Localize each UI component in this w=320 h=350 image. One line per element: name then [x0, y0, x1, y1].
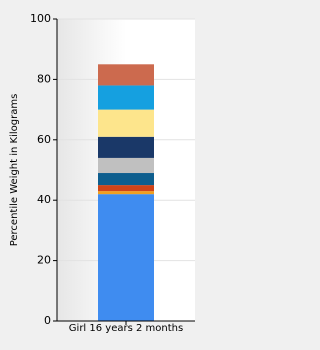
bar-segment [98, 157, 154, 174]
y-tick-label: 80 [37, 72, 51, 85]
bar-segment [98, 194, 154, 321]
y-tick-label: 20 [37, 254, 51, 267]
y-axis-label: Percentile Weight in Kilograms [9, 94, 20, 247]
bar-segment [98, 109, 154, 137]
bar-segment [98, 191, 154, 195]
bar-segment [98, 85, 154, 110]
y-tick-label: 100 [30, 12, 51, 25]
y-tick-label: 60 [37, 133, 51, 146]
bar-segment [98, 185, 154, 192]
y-tick-label: 0 [44, 314, 51, 327]
chart: Percentile Weight in Kilograms 0 20 40 60 80… [9, 12, 195, 334]
bar-segment [98, 64, 154, 86]
bar-segment [98, 136, 154, 158]
x-tick-label: Girl 16 years 2 months [69, 323, 183, 334]
y-tick-label: 40 [37, 193, 51, 206]
bar-segment [98, 173, 154, 186]
